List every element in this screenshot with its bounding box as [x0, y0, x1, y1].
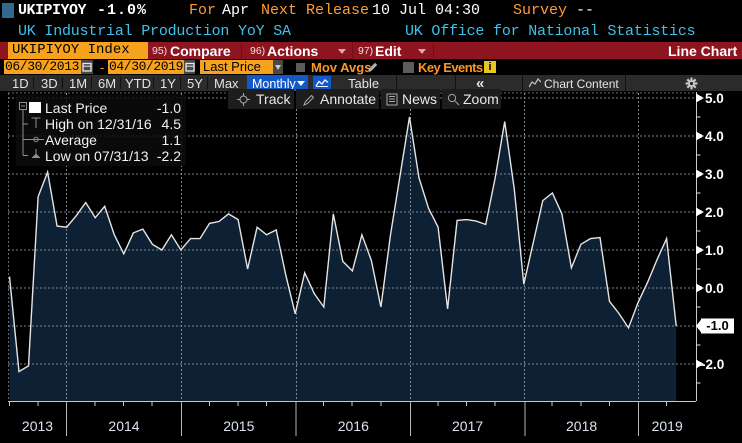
svg-text:4.0: 4.0 — [705, 129, 724, 144]
svg-text:1.0: 1.0 — [705, 243, 724, 258]
svg-text:2013: 2013 — [22, 418, 53, 434]
svg-text:2016: 2016 — [338, 418, 369, 434]
svg-text:2017: 2017 — [452, 418, 483, 434]
svg-text:2015: 2015 — [223, 418, 254, 434]
svg-text:-2.0: -2.0 — [701, 357, 724, 372]
svg-text:2018: 2018 — [566, 418, 597, 434]
svg-text:5.0: 5.0 — [705, 91, 724, 106]
svg-text:-1.0: -1.0 — [706, 318, 728, 333]
svg-text:0.0: 0.0 — [705, 281, 724, 296]
svg-text:2014: 2014 — [108, 418, 139, 434]
svg-text:2019: 2019 — [652, 418, 683, 434]
svg-text:2.0: 2.0 — [705, 205, 724, 220]
svg-text:3.0: 3.0 — [705, 167, 724, 182]
